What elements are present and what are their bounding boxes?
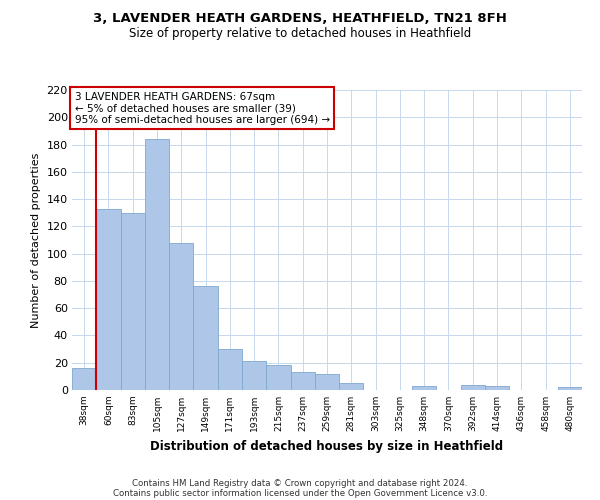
Bar (193, 286, 218, 390)
Bar (339, 383, 364, 390)
Text: Size of property relative to detached houses in Heathfield: Size of property relative to detached ho… (129, 28, 471, 40)
Text: 3 LAVENDER HEATH GARDENS: 67sqm
← 5% of detached houses are smaller (39)
95% of : 3 LAVENDER HEATH GARDENS: 67sqm ← 5% of … (74, 92, 329, 124)
Y-axis label: Number of detached properties: Number of detached properties (31, 152, 41, 328)
Bar (169, 242, 193, 390)
Bar (121, 212, 145, 390)
Text: Contains HM Land Registry data © Crown copyright and database right 2024.: Contains HM Land Registry data © Crown c… (132, 478, 468, 488)
Bar (145, 139, 169, 390)
Bar (218, 349, 242, 390)
Bar (96, 208, 121, 390)
Text: Contains public sector information licensed under the Open Government Licence v3: Contains public sector information licen… (113, 488, 487, 498)
Bar (290, 372, 315, 390)
Bar (412, 386, 436, 390)
Bar (266, 366, 290, 390)
Bar (485, 386, 509, 390)
Bar (72, 368, 96, 390)
X-axis label: Distribution of detached houses by size in Heathfield: Distribution of detached houses by size … (151, 440, 503, 452)
Bar (315, 374, 339, 390)
Text: 3, LAVENDER HEATH GARDENS, HEATHFIELD, TN21 8FH: 3, LAVENDER HEATH GARDENS, HEATHFIELD, T… (93, 12, 507, 26)
Bar (461, 384, 485, 390)
Bar (242, 362, 266, 390)
Bar (558, 388, 582, 390)
